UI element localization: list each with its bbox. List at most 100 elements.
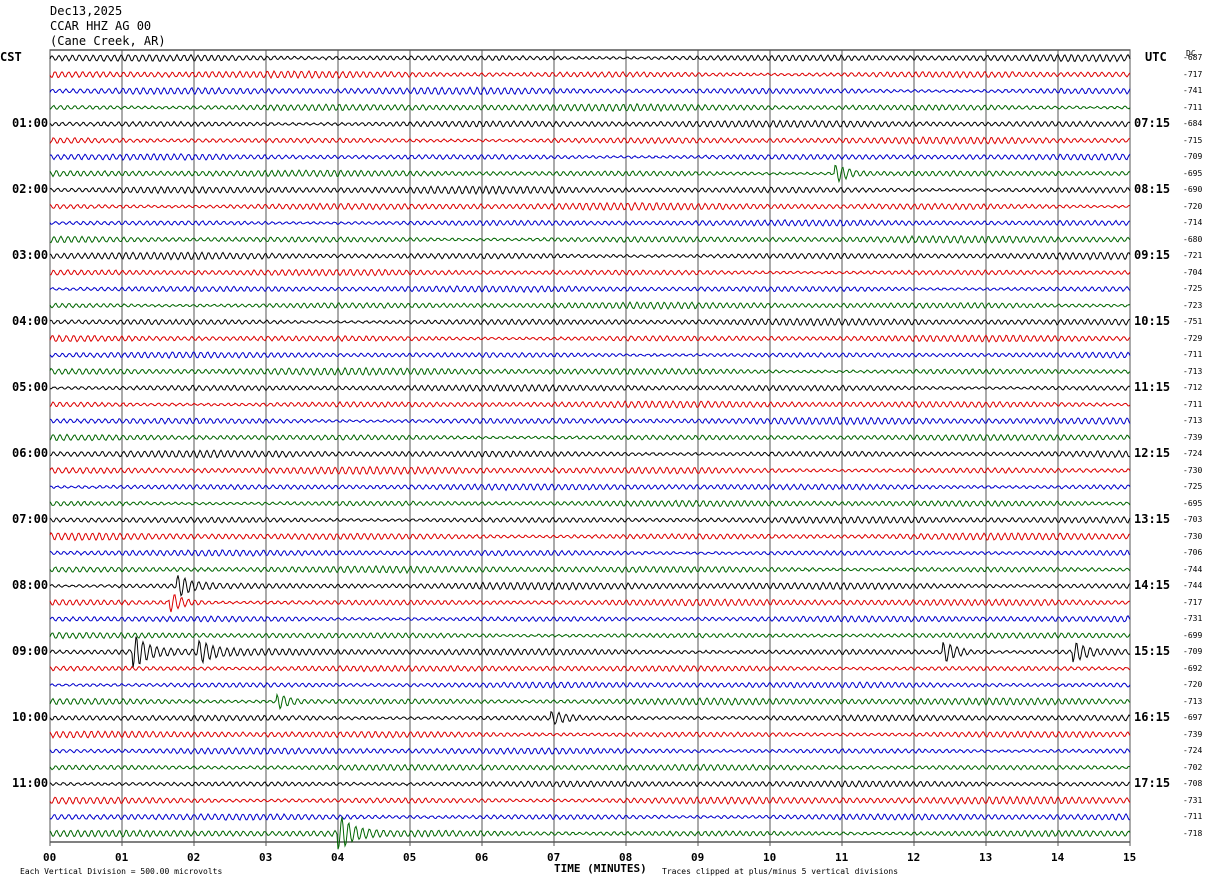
trace-row <box>49 499 1131 508</box>
trace-row <box>49 53 1131 63</box>
left-hour-label: 09:00 <box>12 644 49 658</box>
dc-offset-label: -724 <box>1183 449 1203 458</box>
x-tick-label: 13 <box>979 851 993 864</box>
left-hour-label: 08:00 <box>12 578 49 592</box>
dc-offset-label: -708 <box>1183 779 1203 788</box>
trace-row <box>49 795 1131 806</box>
right-hour-label: 16:15 <box>1134 710 1171 724</box>
dc-offset-label: -711 <box>1183 399 1203 409</box>
dc-offset-label: -739 <box>1183 729 1203 739</box>
trace-row <box>49 119 1131 128</box>
trace-row <box>49 317 1131 327</box>
x-tick-label: 01 <box>115 851 129 864</box>
dc-offset-label: -715 <box>1183 135 1203 145</box>
left-hour-label: 06:00 <box>12 446 49 460</box>
header-station: CCAR HHZ AG 00 <box>50 19 152 33</box>
header-location: (Cane Creek, AR) <box>50 34 166 48</box>
dc-offset-label: -709 <box>1183 152 1203 161</box>
dc-offset-label: -725 <box>1183 482 1203 491</box>
dc-offset-label: -702 <box>1183 762 1203 772</box>
dc-offset-label: -717 <box>1183 597 1203 607</box>
dc-offset-label: -744 <box>1183 564 1203 574</box>
dc-offset-label: -714 <box>1183 218 1203 227</box>
right-timezone-label: UTC <box>1145 50 1167 64</box>
plot-frame <box>49 49 1131 843</box>
right-hour-label: 15:15 <box>1134 644 1171 658</box>
trace-row <box>49 681 1131 689</box>
x-tick-label: 08 <box>619 851 633 864</box>
trace-row <box>49 515 1131 525</box>
left-hour-label: 07:00 <box>12 512 49 526</box>
x-tick-label: 14 <box>1051 851 1065 864</box>
dc-offset-label: -712 <box>1183 383 1203 392</box>
scale-note: Each Vertical Division = 500.00 microvol… <box>20 867 223 876</box>
dc-offset-label: -718 <box>1183 828 1203 838</box>
trace-row <box>49 730 1131 739</box>
dc-offset-label: -731 <box>1183 795 1203 805</box>
left-hour-label: 05:00 <box>12 380 49 394</box>
trace-row <box>49 301 1131 310</box>
trace-row <box>49 152 1131 162</box>
right-hour-label: 11:15 <box>1134 380 1171 394</box>
dc-offset-label: -711 <box>1183 812 1203 821</box>
dc-offset-label: -711 <box>1183 102 1203 112</box>
dc-offset-label: -695 <box>1183 168 1203 178</box>
right-hour-label: 17:15 <box>1134 776 1171 790</box>
trace-row <box>50 268 1131 277</box>
trace-row <box>49 69 1131 80</box>
dc-offset-label: -706 <box>1183 548 1203 557</box>
dc-offset-label: -721 <box>1183 251 1203 260</box>
trace-row <box>49 483 1131 492</box>
trace-row <box>49 164 1131 184</box>
x-tick-label: 11 <box>835 851 849 864</box>
x-tick-label: 07 <box>547 851 561 864</box>
left-hour-label: 03:00 <box>12 248 49 262</box>
trace-row <box>49 816 1131 850</box>
right-hour-label: 12:15 <box>1134 446 1171 460</box>
trace-row <box>49 185 1131 195</box>
dc-offset-label: -717 <box>1183 69 1203 79</box>
trace-row <box>49 86 1131 96</box>
seismic-traces <box>49 53 1131 850</box>
trace-row <box>49 711 1131 726</box>
trace-row <box>49 532 1131 542</box>
dc-offset-label: -711 <box>1183 350 1203 359</box>
right-hour-label: 10:15 <box>1134 314 1171 328</box>
dc-offset-label: -684 <box>1183 119 1203 128</box>
dc-offset-label: -741 <box>1183 86 1203 95</box>
right-hour-label: 09:15 <box>1134 248 1171 262</box>
right-hour-label: 07:15 <box>1134 116 1171 130</box>
x-tick-label: 03 <box>259 851 273 864</box>
trace-row <box>49 575 1131 597</box>
dc-offset-label: -729 <box>1183 333 1203 343</box>
dc-offset-label: -703 <box>1183 515 1203 524</box>
dc-offset-label: -744 <box>1183 581 1203 590</box>
dc-offset-label: -730 <box>1183 531 1203 541</box>
right-hour-label: 14:15 <box>1134 578 1171 592</box>
trace-row <box>49 631 1131 640</box>
x-tick-label: 09 <box>691 851 705 864</box>
dc-offset-label: -713 <box>1183 696 1203 706</box>
trace-row <box>49 449 1131 459</box>
trace-row <box>49 400 1131 409</box>
dc-offset-label: -709 <box>1183 647 1203 656</box>
trace-row <box>49 136 1131 145</box>
trace-row <box>49 615 1131 623</box>
dc-offset-label: -730 <box>1183 465 1203 475</box>
dc-offset-label: -713 <box>1183 366 1203 376</box>
time-gridlines <box>49 49 1131 846</box>
trace-row <box>49 780 1131 788</box>
dc-offset-label: -692 <box>1183 663 1203 673</box>
dc-header: DC <box>1186 49 1196 58</box>
left-hour-label: 11:00 <box>12 776 49 790</box>
dc-offset-label: -713 <box>1183 416 1203 425</box>
dc-offset-label: -724 <box>1183 746 1203 755</box>
clip-note: Traces clipped at plus/minus 5 vertical … <box>662 867 899 876</box>
trace-row <box>49 747 1131 755</box>
x-tick-label: 00 <box>43 851 57 864</box>
dc-offset-label: -731 <box>1183 614 1203 623</box>
right-hour-label: 08:15 <box>1134 182 1171 196</box>
trace-row <box>49 565 1131 575</box>
left-hour-label: 02:00 <box>12 182 49 196</box>
dc-offset-label: -720 <box>1183 680 1203 689</box>
